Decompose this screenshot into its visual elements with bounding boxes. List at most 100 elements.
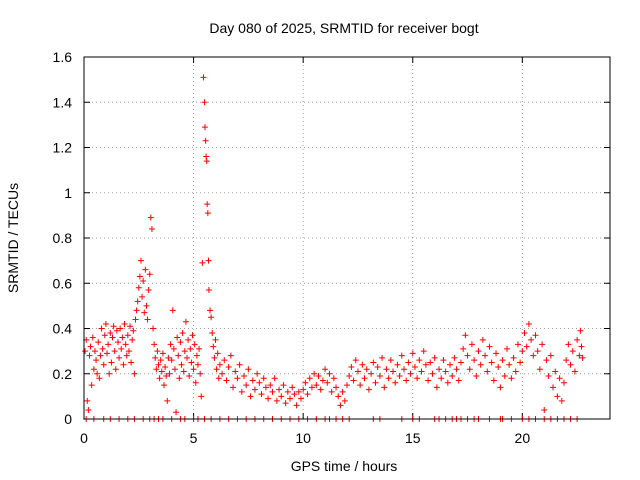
data-point — [194, 361, 201, 368]
data-point — [205, 257, 212, 264]
data-point — [313, 382, 320, 389]
data-point — [536, 366, 543, 373]
data-point — [114, 339, 121, 346]
data-point — [348, 363, 355, 370]
data-point — [447, 361, 454, 368]
data-point — [127, 323, 134, 330]
data-point — [167, 341, 174, 348]
data-point — [525, 320, 532, 327]
data-point — [405, 359, 412, 366]
data-point — [291, 391, 298, 398]
data-point — [287, 395, 294, 402]
data-point — [88, 382, 95, 389]
data-point — [429, 370, 436, 377]
x-tick-label: 0 — [80, 430, 88, 446]
data-point — [256, 379, 263, 386]
data-point — [431, 354, 438, 361]
data-point — [106, 370, 113, 377]
data-point — [497, 384, 504, 391]
data-point — [150, 325, 157, 332]
data-point — [216, 361, 223, 368]
data-point — [143, 302, 150, 309]
data-point — [411, 363, 418, 370]
data-point — [181, 348, 188, 355]
data-point — [390, 368, 397, 375]
data-point — [170, 345, 177, 352]
data-point — [565, 341, 572, 348]
data-point — [333, 384, 340, 391]
data-point — [506, 361, 513, 368]
data-point — [420, 348, 427, 355]
data-point — [532, 332, 539, 339]
data-point — [207, 307, 214, 314]
data-point — [579, 354, 586, 361]
data-point — [433, 384, 440, 391]
data-point — [400, 366, 407, 373]
data-point — [215, 375, 222, 382]
data-point — [193, 352, 200, 359]
data-point — [175, 352, 182, 359]
data-point — [197, 370, 204, 377]
data-point — [372, 379, 379, 386]
data-point — [403, 377, 410, 384]
data-point — [350, 377, 357, 384]
data-point — [368, 370, 375, 377]
data-point — [122, 341, 129, 348]
data-point — [569, 348, 576, 355]
data-point — [354, 368, 361, 375]
data-point — [165, 354, 172, 361]
data-point — [514, 341, 521, 348]
data-point — [186, 373, 193, 380]
data-point — [330, 375, 337, 382]
data-point — [460, 345, 467, 352]
data-point — [297, 395, 304, 402]
x-tick-label: 15 — [405, 430, 421, 446]
data-point — [236, 361, 243, 368]
data-point — [468, 341, 475, 348]
data-point — [166, 370, 173, 377]
data-point — [475, 348, 482, 355]
data-point — [107, 330, 114, 337]
data-point — [200, 74, 207, 81]
data-point — [137, 257, 144, 264]
data-point — [576, 352, 583, 359]
data-point — [157, 357, 164, 364]
data-point — [352, 357, 359, 364]
data-point — [558, 397, 565, 404]
data-points — [82, 74, 586, 422]
data-point — [155, 361, 162, 368]
data-point — [374, 363, 381, 370]
data-point — [574, 336, 581, 343]
data-point — [125, 348, 132, 355]
data-point — [119, 334, 126, 341]
data-point — [208, 314, 215, 321]
data-point — [82, 348, 89, 355]
data-point — [205, 287, 212, 294]
y-tick-label: 1.6 — [53, 49, 73, 65]
data-point — [232, 368, 239, 375]
data-point — [105, 341, 112, 348]
data-point — [409, 350, 416, 357]
data-point — [210, 343, 217, 350]
data-point — [449, 373, 456, 380]
data-point — [121, 320, 128, 327]
data-point — [482, 352, 489, 359]
data-point — [134, 298, 141, 305]
data-point — [168, 357, 175, 364]
data-point — [240, 373, 247, 380]
data-point — [304, 391, 311, 398]
data-point — [267, 382, 274, 389]
data-point — [508, 375, 515, 382]
data-point — [541, 406, 548, 413]
data-point — [339, 388, 346, 395]
data-point — [110, 323, 117, 330]
plot-frame — [83, 56, 611, 420]
data-point — [91, 348, 98, 355]
data-point — [547, 352, 554, 359]
data-point — [471, 357, 478, 364]
x-tick-label: 10 — [295, 430, 311, 446]
data-point — [530, 352, 537, 359]
data-point — [517, 359, 524, 366]
y-tick-label: 1 — [64, 185, 72, 201]
data-point — [503, 345, 510, 352]
